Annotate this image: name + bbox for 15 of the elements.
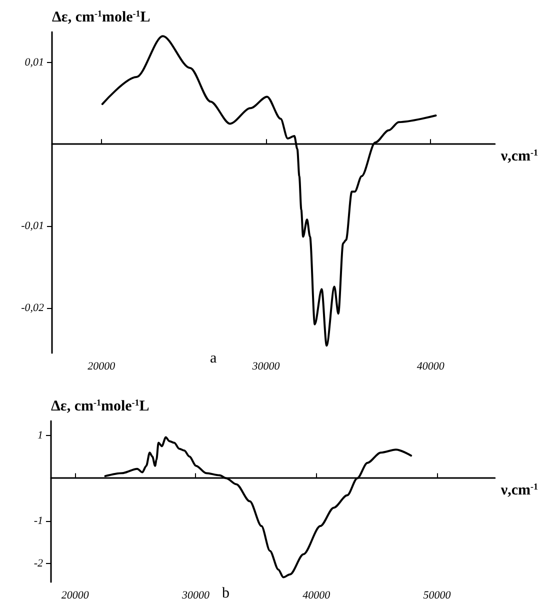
- x-tick-label: 20000: [61, 590, 90, 601]
- x-tick-label: 40000: [302, 590, 331, 601]
- x-tick-label: 20000: [88, 360, 116, 372]
- y-tick-label: -2: [34, 558, 44, 570]
- y-tick-label: -1: [34, 514, 43, 527]
- x-tick-label: 40000: [416, 360, 445, 372]
- y-tick-label: 0,01: [24, 56, 44, 68]
- y-tick-label: -0,02: [21, 302, 44, 314]
- annotation: a: [210, 350, 217, 366]
- y-tick-label: 1: [38, 430, 43, 442]
- x-tick-label: 30000: [181, 590, 210, 601]
- text: b: [222, 586, 230, 601]
- x-tick-label: 30000: [251, 360, 280, 372]
- y-tick-label: -0,01: [21, 220, 44, 232]
- x-tick-label: 50000: [423, 590, 452, 601]
